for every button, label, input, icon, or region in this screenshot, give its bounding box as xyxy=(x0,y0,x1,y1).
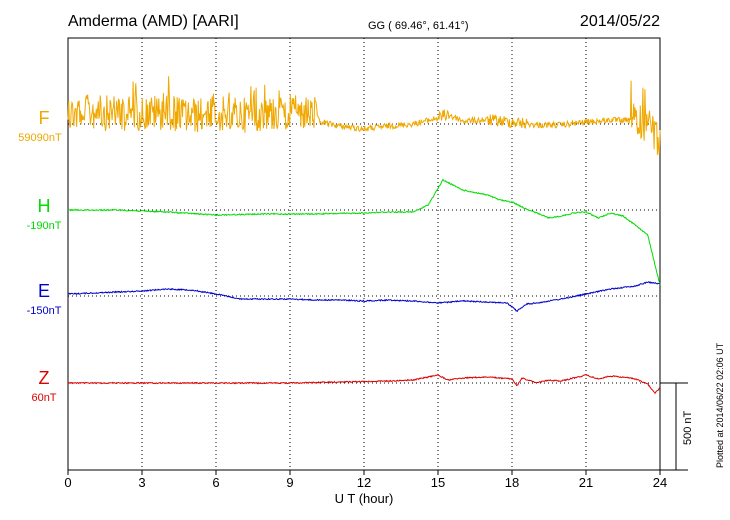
baseline-label-f: 59090nT xyxy=(18,132,62,144)
baseline-label-e: -150nT xyxy=(27,305,62,317)
tick-label-6: 6 xyxy=(212,475,219,490)
baseline-label-z: 60nT xyxy=(31,392,56,404)
tick-label-3: 3 xyxy=(138,475,145,490)
date-label: 2014/05/22 xyxy=(580,13,660,30)
x-axis-title: U T (hour) xyxy=(335,491,394,506)
tick-label-24: 24 xyxy=(653,475,667,490)
coordinates-label: GG ( 69.46°, 61.41°) xyxy=(368,20,469,32)
vertical-gridlines xyxy=(141,38,587,470)
channel-labels: F 59090nT H -190nT E -150nT Z 60nT xyxy=(18,108,62,404)
baseline-label-h: -190nT xyxy=(27,220,62,232)
channel-label-h: H xyxy=(38,196,51,216)
scale-bar: 500 nT xyxy=(660,382,694,471)
trace-z xyxy=(67,373,661,394)
trace-h xyxy=(67,178,661,285)
baseline-gridlines xyxy=(68,123,660,384)
tick-label-9: 9 xyxy=(286,475,293,490)
tick-label-21: 21 xyxy=(579,475,593,490)
trace-e xyxy=(67,281,661,313)
channel-label-f: F xyxy=(39,108,50,128)
tick-label-15: 15 xyxy=(431,475,445,490)
channel-label-z: Z xyxy=(39,368,50,388)
x-axis-ticks: 0 3 6 9 12 15 18 21 24 xyxy=(64,470,667,490)
scale-bar-label: 500 nT xyxy=(682,410,694,445)
trace-f xyxy=(67,76,661,156)
tick-label-0: 0 xyxy=(64,475,71,490)
channel-label-e: E xyxy=(38,281,50,301)
tick-label-12: 12 xyxy=(357,475,371,490)
tick-label-18: 18 xyxy=(505,475,519,490)
series-traces xyxy=(67,76,661,394)
plotted-at-note: Plotted at 2014/06/22 02:06 UT xyxy=(715,342,725,468)
station-title: Amderma (AMD) [AARI] xyxy=(68,13,239,30)
